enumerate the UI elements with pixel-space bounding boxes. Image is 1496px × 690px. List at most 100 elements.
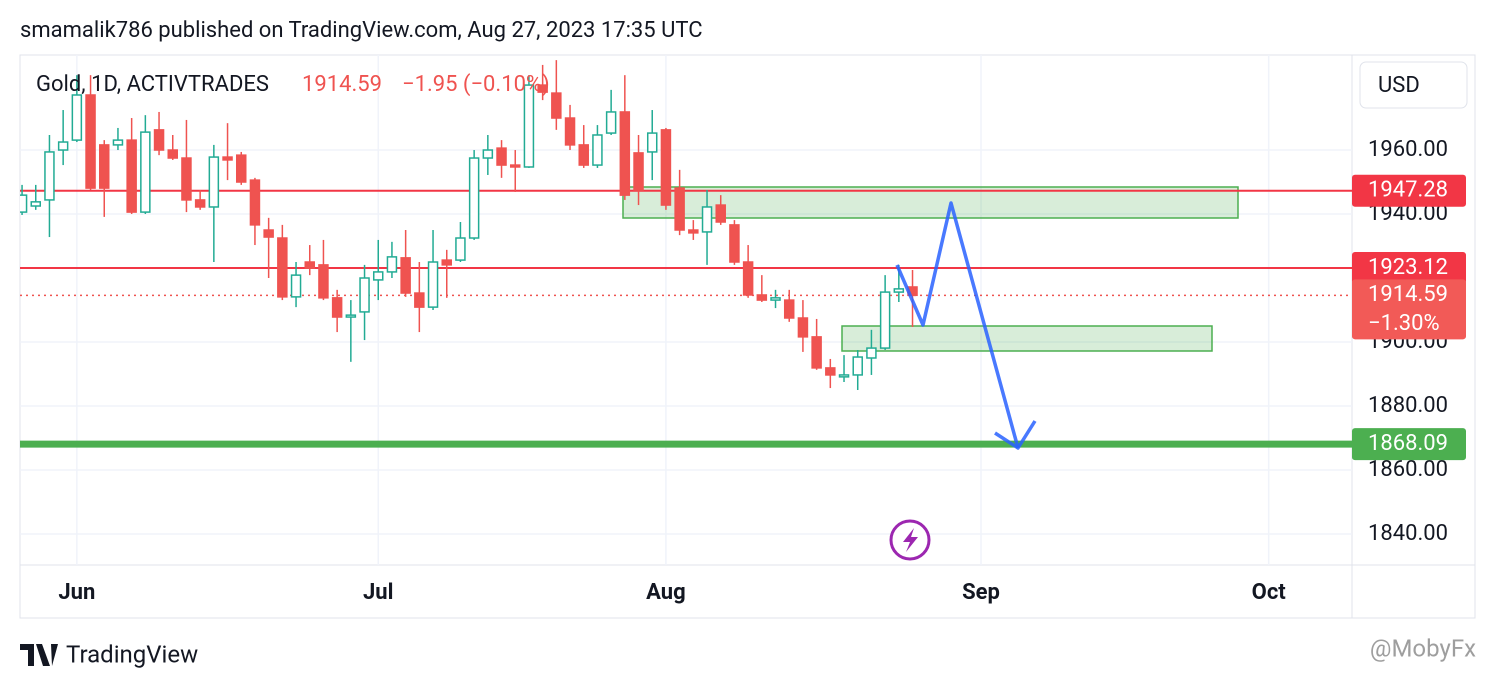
candle-body — [866, 347, 877, 359]
candle-body — [57, 141, 69, 151]
candle-body — [482, 149, 494, 159]
candle-body — [742, 261, 754, 296]
grid — [20, 55, 1352, 565]
candle-body — [674, 187, 685, 231]
candle-body — [249, 179, 261, 226]
candle-body — [112, 139, 124, 146]
price-level-label: 1923.12 — [1368, 255, 1448, 280]
brand-logo — [20, 644, 58, 666]
x-tick-label: Jul — [363, 580, 393, 605]
candle-body — [496, 147, 507, 166]
candle-body — [509, 164, 521, 168]
candle-body — [660, 129, 672, 206]
candle-body — [879, 291, 891, 349]
price-level-tag — [1352, 252, 1466, 285]
candle-body — [564, 117, 576, 146]
last-change-label: −1.30% — [1368, 311, 1440, 336]
candle-body — [523, 84, 535, 168]
currency-button[interactable] — [1359, 61, 1468, 109]
candle-body — [770, 297, 781, 301]
price-level-label: 1947.28 — [1368, 178, 1448, 203]
y-tick-label: 1880.00 — [1368, 393, 1448, 418]
candle-body — [441, 259, 452, 266]
candle-body — [277, 237, 288, 298]
candle-body — [427, 261, 439, 308]
legend-price: 1914.59 — [302, 72, 382, 97]
candle-body — [455, 237, 466, 261]
candle-body — [797, 317, 809, 338]
zone-rectangle — [841, 325, 1213, 352]
candle-body — [85, 94, 96, 189]
candle-body — [153, 129, 165, 151]
y-tick-label: 1860.00 — [1368, 457, 1448, 482]
candle-body — [126, 139, 137, 213]
candle-body — [605, 111, 617, 134]
candle-body — [414, 292, 425, 308]
candle-body — [701, 206, 713, 233]
candle-body — [222, 156, 233, 161]
candle-body — [359, 277, 370, 313]
candle-body — [715, 204, 726, 223]
arrow-head — [994, 420, 1037, 450]
price-level-tag — [1352, 174, 1466, 207]
axes: 1960.001940.001900.001880.001860.001840.… — [58, 137, 1466, 605]
currency-label[interactable]: USD — [1378, 73, 1420, 98]
legend: Gold, 1D, ACTIVTRADES 1914.59 −1.95 (−0.… — [36, 72, 550, 97]
arrow-path — [895, 201, 1020, 449]
brand-name: TradingView — [66, 640, 198, 668]
candle-body — [20, 194, 28, 213]
candle-body — [811, 336, 822, 369]
symbol-title: Gold, 1D, ACTIVTRADES — [36, 72, 269, 97]
candle-body — [167, 149, 178, 159]
candle-body — [99, 144, 110, 189]
x-tick-label: Aug — [646, 580, 686, 605]
candle-body — [825, 367, 836, 376]
candle-body — [400, 257, 411, 294]
candle-body — [756, 294, 768, 301]
forecast-arrow — [895, 201, 1037, 450]
candle-body — [331, 297, 343, 318]
x-tick-label: Sep — [962, 580, 1000, 605]
candle-body — [30, 201, 42, 207]
price-level-label: 1868.09 — [1368, 431, 1448, 456]
candle-body — [468, 157, 480, 239]
price-level-tag — [1352, 428, 1466, 461]
candle-body — [838, 374, 850, 378]
publisher-line: smamalik786 published on TradingView.com… — [20, 18, 703, 43]
drawings — [622, 186, 1239, 352]
y-tick-label: 1960.00 — [1368, 137, 1448, 162]
candle-body — [181, 157, 192, 201]
candle-body — [592, 134, 603, 166]
candle-body — [194, 199, 206, 208]
candle-body — [551, 92, 562, 119]
candles — [20, 60, 918, 390]
candle-body — [852, 356, 863, 376]
candle-body — [345, 314, 357, 318]
candle-body — [44, 151, 55, 201]
candle-body — [304, 261, 315, 269]
footer: TradingView @MobyFx — [20, 634, 1476, 668]
candle-body — [729, 224, 740, 263]
watermark: @MobyFx — [1370, 634, 1476, 662]
candle-body — [71, 94, 83, 141]
price-levels — [20, 189, 1352, 448]
candle-body — [578, 144, 589, 166]
candle-body — [208, 156, 220, 208]
candle-body — [290, 274, 302, 298]
candle-body — [318, 264, 329, 299]
chart-frame — [19, 54, 1476, 619]
candle-body — [619, 111, 631, 196]
last-price-label: 1914.59 — [1368, 282, 1448, 307]
candle-body — [646, 132, 658, 153]
x-tick-label: Jun — [58, 580, 95, 605]
candle-body — [386, 256, 398, 273]
candle-body — [235, 154, 247, 183]
candle-body — [537, 84, 548, 93]
x-tick-label: Oct — [1252, 580, 1287, 605]
candle-body — [372, 271, 384, 281]
candle-body — [633, 152, 644, 191]
zone-rectangle — [622, 186, 1239, 219]
candle-body — [893, 288, 905, 293]
event-icon — [889, 519, 931, 561]
